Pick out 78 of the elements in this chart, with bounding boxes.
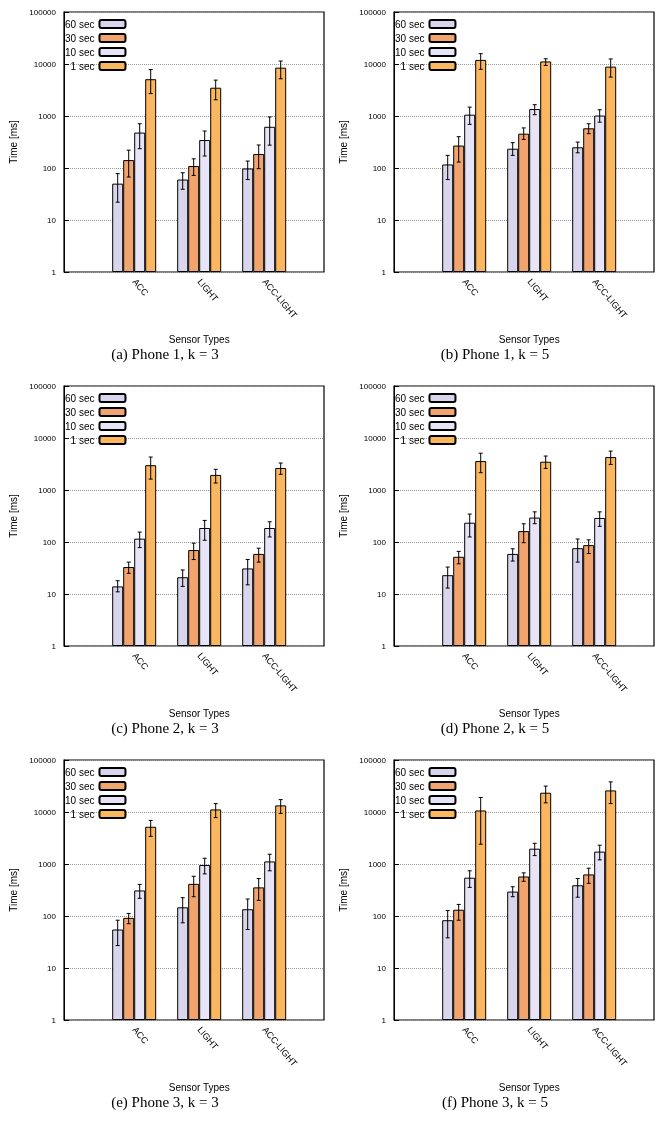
y-tick-label: 100000 (359, 755, 387, 765)
x-axis-title: Sensor Types (168, 333, 230, 345)
legend-label: 60 sec (64, 18, 95, 30)
legend-label: 60 sec (64, 392, 95, 404)
y-tick-label: 100000 (29, 381, 57, 391)
legend-label: 60 sec (64, 766, 95, 778)
x-axis-title: Sensor Types (168, 707, 230, 719)
y-tick-label: 1000 (368, 859, 387, 869)
legend-label: 30 sec (64, 406, 95, 418)
y-axis-title: Time [ms] (7, 494, 19, 538)
x-axis-title: Sensor Types (498, 707, 560, 719)
y-tick-label: 10000 (363, 807, 387, 817)
y-axis-title: Time [ms] (337, 494, 349, 538)
legend-label: 1 sec (70, 60, 95, 72)
legend-label: 60 sec (394, 18, 425, 30)
y-tick-label: 10 (47, 589, 57, 599)
legend-label: 60 sec (394, 766, 425, 778)
legend-label: 10 sec (64, 420, 95, 432)
text: (d) Phone 2, k = 5 (440, 719, 550, 737)
y-tick-label: 1 (381, 1015, 387, 1025)
y-tick-label: 100 (372, 911, 387, 921)
legend-label: 1 sec (70, 434, 95, 446)
legend-label: 1 sec (70, 808, 95, 820)
y-axis-title: Time [ms] (7, 868, 19, 912)
legend-label: 30 sec (394, 406, 425, 418)
y-tick-label: 100 (372, 537, 387, 547)
legend-label: 10 sec (64, 46, 95, 58)
y-tick-label: 1000 (368, 111, 387, 121)
legend-label: 10 sec (64, 794, 95, 806)
legend-label: 1 sec (400, 434, 425, 446)
y-axis-title: Time [ms] (7, 120, 19, 164)
x-axis-title: Sensor Types (168, 1081, 230, 1093)
legend-label: 30 sec (394, 780, 425, 792)
legend-label: 60 sec (394, 392, 425, 404)
y-tick-label: 100000 (29, 7, 57, 17)
legend-label: 1 sec (400, 808, 425, 820)
y-tick-label: 10 (47, 215, 57, 225)
y-tick-label: 1000 (38, 111, 57, 121)
legend-label: 10 sec (394, 46, 425, 58)
y-tick-label: 10 (377, 963, 387, 973)
y-tick-label: 1000 (38, 485, 57, 495)
y-tick-label: 10 (377, 215, 387, 225)
y-tick-label: 10000 (363, 433, 387, 443)
y-tick-label: 100000 (29, 755, 57, 765)
legend-label: 30 sec (394, 32, 425, 44)
x-axis-title: Sensor Types (498, 1081, 560, 1093)
y-tick-label: 1000 (368, 485, 387, 495)
y-tick-label: 1 (51, 641, 57, 651)
text: (e) Phone 3, k = 3 (111, 1093, 219, 1111)
y-tick-label: 1 (51, 267, 57, 277)
y-tick-label: 1 (381, 641, 387, 651)
legend-label: 10 sec (394, 420, 425, 432)
y-tick-label: 10000 (363, 59, 387, 69)
y-tick-label: 10000 (33, 433, 57, 443)
legend-label: 1 sec (400, 60, 425, 72)
y-tick-label: 1 (51, 1015, 57, 1025)
y-tick-label: 1000 (38, 859, 57, 869)
y-tick-label: 100 (42, 163, 57, 173)
y-tick-label: 100000 (359, 7, 387, 17)
y-tick-label: 10 (47, 963, 57, 973)
y-tick-label: 100000 (359, 381, 387, 391)
text: (f) Phone 3, k = 5 (442, 1093, 548, 1111)
y-tick-label: 10000 (33, 59, 57, 69)
legend-label: 10 sec (394, 794, 425, 806)
text: (b) Phone 1, k = 5 (440, 345, 550, 363)
y-axis-title: Time [ms] (337, 868, 349, 912)
text: (a) Phone 1, k = 3 (111, 345, 219, 363)
y-tick-label: 100 (372, 163, 387, 173)
x-axis-title: Sensor Types (498, 333, 560, 345)
y-tick-label: 10000 (33, 807, 57, 817)
y-tick-label: 100 (42, 911, 57, 921)
legend-label: 30 sec (64, 780, 95, 792)
y-tick-label: 100 (42, 537, 57, 547)
y-tick-label: 10 (377, 589, 387, 599)
y-tick-label: 1 (381, 267, 387, 277)
text: (c) Phone 2, k = 3 (111, 719, 219, 737)
y-axis-title: Time [ms] (337, 120, 349, 164)
legend-label: 30 sec (64, 32, 95, 44)
